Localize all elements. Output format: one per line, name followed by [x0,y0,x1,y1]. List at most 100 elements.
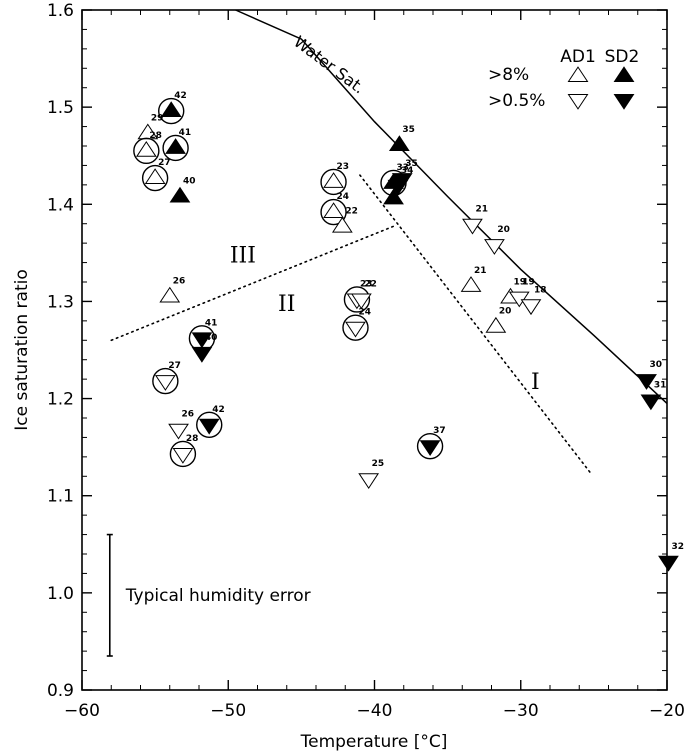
point-label: 23 [360,279,373,289]
point-label: 40 [183,177,196,187]
error-bar-label: Typical humidity error [125,586,311,606]
filled-up-triangle [388,135,410,151]
region-label: I [531,370,540,395]
water-saturation-label: Water Sat. [290,32,368,98]
filled-down-triangle [613,94,635,110]
filled-up-triangle [383,188,404,205]
boundary-II-III-line [110,224,396,342]
point-label: 42 [174,91,187,101]
point-label: 27 [158,158,171,168]
x-tick-label: −50 [210,701,246,721]
axis-ticks: −60 −50 −40 −30 −20 0.9 1.0 1.1 1.2 1.3 1.4 1.5 1.6 [47,1,685,721]
point-label: 22 [345,207,358,217]
x-axis-label: Temperature [°C] [300,732,448,752]
y-tick-label: 1.1 [47,487,74,507]
region-label: II [278,292,295,317]
y-tick-label: 1.3 [47,292,74,312]
open-up-triangle [485,316,507,333]
open-down-triangle [567,94,589,110]
filled-up-triangle [169,186,191,203]
filled-down-triangle [419,440,441,457]
circle-marker [343,286,371,313]
open-down-triangle [168,423,189,440]
point-label: 42 [212,405,225,415]
point-label: 41 [179,128,192,138]
legend-row-label: >8% [488,65,529,85]
y-tick-label: 1.2 [47,390,74,410]
point-label: 22 [364,279,377,289]
point-label: 35 [402,125,415,135]
open-up-triangle [460,276,482,292]
point-label: 28 [149,131,162,141]
open-down-triangle [350,293,372,310]
legend-column-header: SD2 [605,47,640,67]
filled-up-triangle [613,66,635,82]
open-down-triangle [345,321,366,338]
point-label: 27 [168,361,181,371]
open-down-triangle [462,218,483,235]
open-up-triangle [323,172,344,188]
open-up-triangle [323,202,344,218]
circle-marker [416,432,444,460]
x-tick-label: −20 [649,701,685,721]
point-label: 21 [474,266,487,276]
x-tick-label: −40 [357,701,393,721]
legend: AD1 SD2 >8% >0.5% [488,47,639,111]
circle-marker [196,411,223,438]
filled-down-triangle [658,555,679,572]
point-label: 25 [372,459,385,469]
y-tick-label: 1.4 [47,195,74,215]
filled-down-triangle [191,346,213,363]
circle-marker [141,164,169,192]
filled-up-triangle [160,101,182,117]
point-label: 33 [397,163,410,173]
point-label: 19 [522,278,535,288]
point-label: 34 [401,166,414,176]
point-label: 21 [475,205,488,215]
boundary-I-II-line [359,174,592,475]
point-label: 24 [358,308,371,318]
point-label: 18 [534,285,547,295]
point-label: 26 [173,277,186,287]
data-points: 2928272623242221192042414035332120191823… [133,91,684,572]
open-up-triangle [331,216,353,233]
point-label: 37 [433,426,446,436]
circle-marker [342,314,369,341]
point-label: 20 [499,307,512,317]
open-up-triangle [135,140,157,157]
filled-down-triangle [636,374,657,390]
point-label: 28 [186,434,199,444]
open-up-triangle [567,66,589,82]
point-label: 24 [337,192,350,202]
open-down-triangle [358,473,380,490]
filled-up-triangle [165,138,186,154]
filled-down-triangle [191,332,213,349]
water-saturation-line [235,9,668,404]
circle-marker [169,440,197,468]
point-label: 29 [151,113,164,123]
point-label: 31 [654,381,667,391]
open-down-triangle [172,448,194,464]
circle-marker [320,168,347,196]
open-up-triangle [159,286,181,303]
legend-column-header: AD1 [560,47,596,67]
circle-marker [162,134,189,162]
point-label: 23 [337,162,350,172]
y-tick-label: 1.5 [47,98,74,118]
legend-row-label: >0.5% [488,91,545,111]
point-label: 35 [405,159,418,169]
point-label: 20 [497,225,510,235]
region-label: III [230,244,256,269]
y-axis-label: Ice saturation ratio [12,269,32,431]
circle-marker [133,137,160,165]
open-up-triangle [144,168,166,184]
point-label: 40 [205,333,218,343]
y-tick-label: 1.6 [47,1,74,21]
point-label: 26 [182,410,195,420]
circle-marker [152,367,179,395]
circle-marker [158,97,185,125]
point-label: 30 [650,360,663,370]
circle-marker [320,198,347,226]
filled-down-triangle [198,418,220,435]
